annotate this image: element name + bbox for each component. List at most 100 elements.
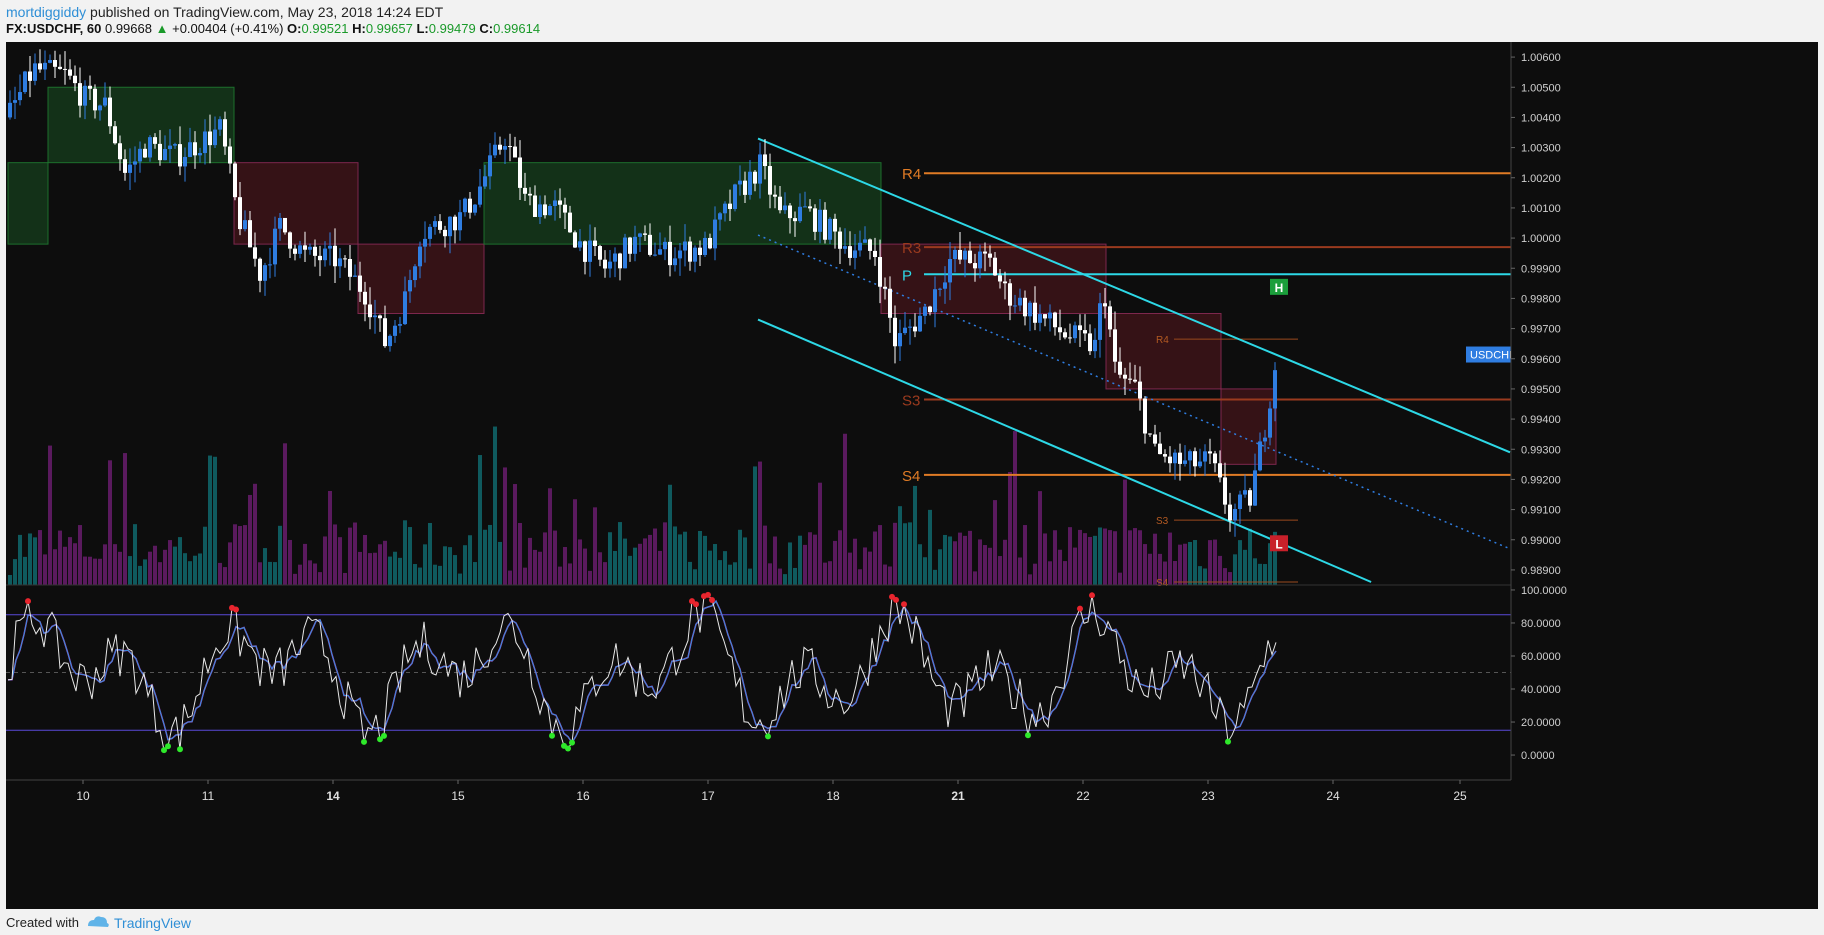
candle-body bbox=[158, 143, 162, 161]
volume-bar bbox=[208, 455, 212, 585]
candle-body bbox=[68, 69, 72, 76]
candle-body bbox=[543, 204, 547, 216]
volume-bar bbox=[1068, 527, 1072, 585]
price-tick-label: 0.99100 bbox=[1521, 505, 1561, 517]
candle-body bbox=[43, 62, 47, 70]
volume-bar bbox=[628, 555, 632, 585]
candle-body bbox=[1118, 361, 1122, 375]
candle-body bbox=[493, 144, 497, 156]
marker-label-l: L bbox=[1275, 537, 1282, 551]
candle-body bbox=[218, 119, 222, 130]
volume-bar bbox=[1228, 572, 1232, 585]
volume-bar bbox=[1113, 531, 1117, 585]
volume-bar bbox=[913, 485, 917, 585]
tradingview-link[interactable]: TradingView bbox=[114, 915, 192, 931]
price-tick-label: 0.98900 bbox=[1521, 565, 1561, 577]
volume-bar bbox=[1013, 431, 1017, 585]
candle-body bbox=[183, 156, 187, 167]
osc-overbought-mark bbox=[25, 598, 31, 605]
oscillator-pane bbox=[6, 584, 1511, 754]
volume-bar bbox=[128, 556, 132, 585]
volume-bar bbox=[223, 567, 227, 585]
candle-body bbox=[93, 88, 97, 111]
range-band bbox=[880, 243, 1107, 314]
volume-bar bbox=[278, 525, 282, 585]
time-tick-label: 15 bbox=[451, 789, 465, 803]
volume-bar bbox=[88, 556, 92, 585]
volume-bar bbox=[733, 562, 737, 585]
low-label: L: bbox=[416, 21, 429, 36]
osc-overbought-mark bbox=[1089, 592, 1095, 599]
volume-bar bbox=[133, 524, 137, 585]
candle-body bbox=[1208, 451, 1212, 454]
volume-bar bbox=[848, 552, 852, 585]
candle-body bbox=[263, 265, 267, 281]
candle-body bbox=[418, 246, 422, 267]
candle-body bbox=[983, 251, 987, 254]
volume-bar bbox=[578, 539, 582, 585]
candle-body bbox=[38, 63, 42, 70]
candle-body bbox=[568, 212, 572, 233]
volume-bar bbox=[1078, 529, 1082, 585]
candle-body bbox=[1033, 302, 1037, 323]
volume-bar bbox=[943, 534, 947, 585]
volume-bar bbox=[403, 520, 407, 585]
candle-body bbox=[1043, 314, 1047, 319]
small-pivot-label: R4 bbox=[1156, 335, 1169, 346]
candle-body bbox=[783, 205, 787, 211]
volume-bar bbox=[33, 537, 37, 585]
volume-bar bbox=[938, 549, 942, 585]
volume-bar bbox=[1058, 549, 1062, 585]
candle-body bbox=[1058, 327, 1062, 333]
candle-body bbox=[893, 317, 897, 347]
pivot-label-r3: R3 bbox=[902, 240, 921, 257]
time-tick-label: 23 bbox=[1201, 789, 1215, 803]
volume-bar bbox=[433, 564, 437, 585]
pivot-lines: R4 R3 P S3 S4 R4 S3 S4 bbox=[902, 166, 1511, 589]
volume-bar bbox=[358, 551, 362, 585]
volume-bar bbox=[273, 562, 277, 585]
volume-bar bbox=[898, 506, 902, 585]
volume-bar bbox=[743, 537, 747, 585]
volume-bar bbox=[668, 484, 672, 585]
candle-body bbox=[633, 236, 637, 254]
candle-body bbox=[843, 246, 847, 249]
volume-bar bbox=[1003, 539, 1007, 585]
price-tick-label: 0.99500 bbox=[1521, 384, 1561, 396]
candle-body bbox=[173, 144, 177, 146]
volume-bar bbox=[808, 532, 812, 585]
candle-body bbox=[818, 209, 822, 232]
candle-body bbox=[933, 289, 937, 313]
author-link[interactable]: mortdiggiddy bbox=[6, 4, 87, 20]
volume-bar bbox=[523, 567, 527, 585]
volume-bar bbox=[803, 544, 807, 585]
candle-body bbox=[578, 241, 582, 248]
candle-body bbox=[628, 237, 632, 254]
candle-body bbox=[1038, 314, 1042, 323]
candles bbox=[8, 49, 1277, 537]
price-tick-label: 0.99900 bbox=[1521, 263, 1561, 275]
volume-bar bbox=[398, 557, 402, 585]
volume-bar bbox=[343, 572, 347, 585]
candle-body bbox=[828, 218, 832, 240]
volume-bar bbox=[408, 527, 412, 585]
volume-bar bbox=[218, 562, 222, 585]
candle-body bbox=[1268, 408, 1272, 438]
candle-body bbox=[563, 204, 567, 213]
candle-body bbox=[318, 255, 322, 261]
volume-bar bbox=[1073, 547, 1077, 585]
candle-body bbox=[78, 83, 82, 106]
osc-oversold-mark bbox=[161, 747, 167, 754]
volume-bar bbox=[383, 540, 387, 585]
time-tick-label: 22 bbox=[1076, 789, 1090, 803]
volume-bar bbox=[193, 555, 197, 585]
candle-body bbox=[448, 216, 452, 237]
volume-bar bbox=[528, 537, 532, 585]
tradingview-logo-icon bbox=[88, 916, 109, 927]
osc-overbought-mark bbox=[1077, 605, 1083, 612]
volume-bar bbox=[38, 530, 42, 585]
candle-body bbox=[1233, 508, 1237, 521]
candle-body bbox=[293, 248, 297, 254]
